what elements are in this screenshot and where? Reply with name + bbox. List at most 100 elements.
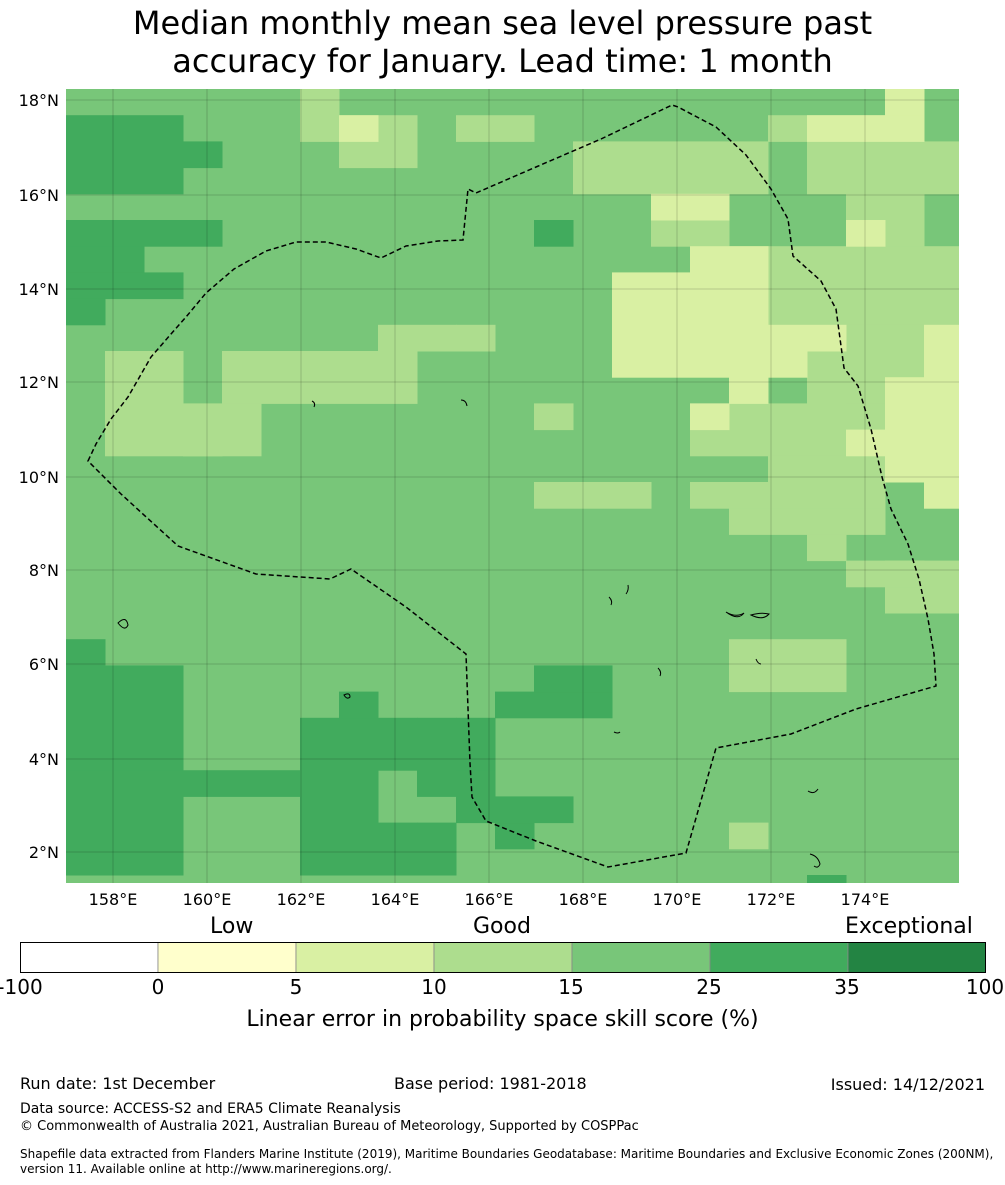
- graticule: [66, 89, 959, 883]
- lon-label-158e: 158°E: [88, 890, 138, 909]
- title-line-2: accuracy for January. Lead time: 1 month: [172, 42, 833, 80]
- colorbar-bin-15_25: [571, 942, 711, 973]
- skill-cell-patch: [651, 193, 730, 221]
- skill-cell-patch: [534, 665, 613, 693]
- copyright: © Commonwealth of Australia 2021, Austra…: [20, 1119, 639, 1134]
- colorbar-tick-10: 10: [421, 975, 447, 999]
- skill-cell-patch: [495, 822, 535, 850]
- skill-cell-patch: [534, 220, 574, 247]
- colorbar-tick-25: 25: [696, 975, 722, 999]
- island-outlines: [117, 399, 821, 868]
- skill-cell-patch: [183, 141, 223, 169]
- base-period: Base period: 1981-2018: [394, 1074, 587, 1093]
- skill-cell-patch: [66, 639, 106, 666]
- map-panel[interactable]: [66, 89, 959, 883]
- skill-cell-patch: [924, 455, 959, 509]
- lat-label-14n: 14°N: [18, 280, 59, 299]
- lat-label-8n: 8°N: [28, 561, 59, 580]
- colorbar-bin-0_5: [157, 942, 297, 973]
- skill-cell-patch: [846, 429, 886, 457]
- skill-cell-patch: [456, 115, 535, 142]
- data-source: Data source: ACCESS-S2 and ERA5 Climate …: [20, 1101, 401, 1117]
- lat-label-6n: 6°N: [28, 655, 59, 674]
- colorbar-tick-100: 100: [965, 975, 1005, 999]
- lon-label-164e: 164°E: [370, 890, 420, 909]
- skill-cell-patch: [456, 717, 496, 771]
- colorbar-tick-5: 5: [289, 975, 303, 999]
- colorbar-tick-neg100: -100: [0, 975, 43, 999]
- skill-cell-patch: [105, 246, 145, 273]
- lat-label-18n: 18°N: [18, 91, 59, 110]
- colorbar-bin-25_35: [709, 942, 849, 973]
- skill-cell-patch: [534, 403, 574, 431]
- skill-cell-patch: [807, 115, 925, 142]
- skill-cell-patch: [339, 691, 379, 719]
- skill-cell-patch: [495, 796, 574, 824]
- category-low: Low: [210, 914, 254, 939]
- skill-cell-patch: [66, 220, 223, 247]
- colorbar-bin--100_0: [20, 942, 159, 973]
- skill-cell-patch: [690, 246, 769, 273]
- lon-label-172e: 172°E: [746, 890, 796, 909]
- skill-cell-patch: [456, 324, 496, 352]
- skill-cell-patch: [300, 717, 379, 876]
- skill-cell-patch: [807, 875, 847, 883]
- skill-cell-patch: [846, 220, 886, 247]
- skill-map[interactable]: [66, 89, 959, 883]
- lon-label-174e: 174°E: [840, 890, 890, 909]
- colorbar-tick-0: 0: [151, 975, 165, 999]
- lat-label-2n: 2°N: [28, 843, 59, 862]
- skill-cell-patch: [729, 508, 886, 535]
- lon-label-160e: 160°E: [182, 890, 232, 909]
- skill-cell-patch: [66, 115, 184, 195]
- lat-label-16n: 16°N: [18, 186, 59, 205]
- lat-label-4n: 4°N: [28, 750, 59, 769]
- skill-cell-patch: [105, 351, 184, 431]
- colorbar-bin-35_100: [847, 942, 986, 973]
- skill-cell-patch: [768, 351, 808, 378]
- skill-cell-patch: [417, 717, 457, 797]
- skill-cell-patch: [300, 89, 340, 142]
- skill-cell-patch: [183, 403, 262, 457]
- skill-cell-patch: [729, 639, 847, 693]
- skill-cells: [66, 89, 959, 883]
- skill-cell-patch: [378, 717, 418, 771]
- skill-cell-patch: [768, 324, 847, 352]
- skill-cell-patch: [846, 560, 925, 588]
- skill-cell-patch: [222, 351, 418, 404]
- skill-cell-patch: [417, 822, 457, 876]
- skill-cell-patch: [66, 272, 184, 300]
- colorbar-tick-15: 15: [558, 975, 584, 999]
- issued-date: Issued: 14/12/2021: [830, 1075, 985, 1094]
- category-exceptional: Exceptional: [845, 914, 973, 939]
- skill-cell-patch: [66, 770, 184, 876]
- shapefile-credit-line-2: version 11. Available online at http://w…: [20, 1162, 392, 1176]
- skill-cell-patch: [768, 455, 886, 509]
- eez-boundary: [87, 104, 937, 868]
- skill-cell-patch: [729, 351, 769, 404]
- skill-cell-patch: [807, 534, 847, 562]
- skill-cell-patch: [924, 324, 959, 404]
- colorbar-label: Linear error in probability space skill …: [246, 1007, 759, 1032]
- skill-cell-patch: [495, 691, 613, 719]
- skill-cell-patch: [339, 115, 379, 142]
- colorbar-bin-5_10: [295, 942, 435, 973]
- skill-cell-patch: [690, 403, 730, 431]
- title-line-1: Median monthly mean sea level pressure p…: [132, 4, 873, 42]
- lat-label-10n: 10°N: [18, 468, 59, 487]
- skill-cell-patch: [456, 770, 496, 824]
- skill-cell-patch: [690, 482, 769, 509]
- lat-label-12n: 12°N: [18, 373, 59, 392]
- lon-label-166e: 166°E: [464, 890, 514, 909]
- skill-cell-patch: [534, 482, 652, 509]
- skill-cell-patch: [885, 89, 925, 116]
- skill-cell-patch: [807, 141, 959, 195]
- colorbar-tick-35: 35: [834, 975, 860, 999]
- skill-cell-patch: [66, 665, 184, 771]
- skill-cell-patch: [573, 141, 769, 195]
- colorbar: [20, 942, 986, 973]
- lon-label-168e: 168°E: [558, 890, 608, 909]
- skill-cell-patch: [66, 298, 106, 326]
- colorbar-frame: [20, 942, 986, 973]
- run-date: Run date: 1st December: [20, 1074, 216, 1093]
